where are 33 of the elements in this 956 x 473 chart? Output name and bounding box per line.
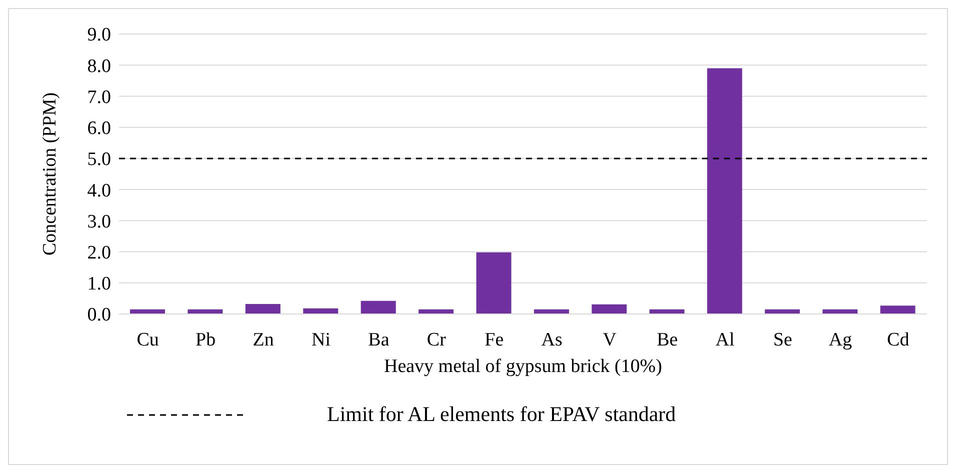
y-tick-label: 8.0 bbox=[87, 56, 111, 77]
y-tick-label: 0.0 bbox=[87, 304, 111, 326]
y-axis-title: Concentration (PPM) bbox=[40, 92, 61, 256]
bar bbox=[245, 304, 280, 314]
x-tick-label: Ba bbox=[368, 329, 390, 350]
bar bbox=[707, 68, 742, 314]
y-tick-label: 5.0 bbox=[87, 149, 111, 170]
bar bbox=[476, 252, 512, 314]
bar bbox=[592, 304, 627, 314]
x-tick-label: Ag bbox=[828, 329, 853, 350]
y-tick-label: 1.0 bbox=[87, 274, 111, 295]
bar bbox=[360, 300, 396, 314]
y-tick-label: 7.0 bbox=[87, 86, 111, 108]
y-tick-label: 2.0 bbox=[87, 242, 111, 264]
x-tick-label: As bbox=[541, 329, 562, 350]
x-tick-label: Be bbox=[656, 329, 678, 350]
x-tick-label: Zn bbox=[252, 329, 274, 350]
y-tick-label: 4.0 bbox=[87, 180, 111, 202]
y-tick-label: 9.0 bbox=[87, 24, 111, 46]
x-tick-label: Cd bbox=[887, 329, 910, 350]
x-tick-label: Ni bbox=[312, 329, 330, 350]
x-axis-title: Heavy metal of gypsum brick (10%) bbox=[384, 356, 662, 377]
x-tick-label: Pb bbox=[196, 329, 216, 350]
x-tick-label: Al bbox=[716, 329, 734, 350]
x-tick-label: V bbox=[602, 329, 617, 350]
x-tick-label: Cr bbox=[426, 329, 447, 350]
bar bbox=[880, 306, 916, 314]
ref-line-label: Limit for AL elements for EPAV standard bbox=[327, 402, 676, 427]
x-tick-label: Se bbox=[773, 329, 792, 350]
x-tick-label: Cu bbox=[136, 329, 160, 350]
y-tick-label: 6.0 bbox=[87, 118, 111, 140]
x-tick-label: Fe bbox=[484, 329, 504, 350]
y-tick-label: 3.0 bbox=[87, 211, 111, 232]
